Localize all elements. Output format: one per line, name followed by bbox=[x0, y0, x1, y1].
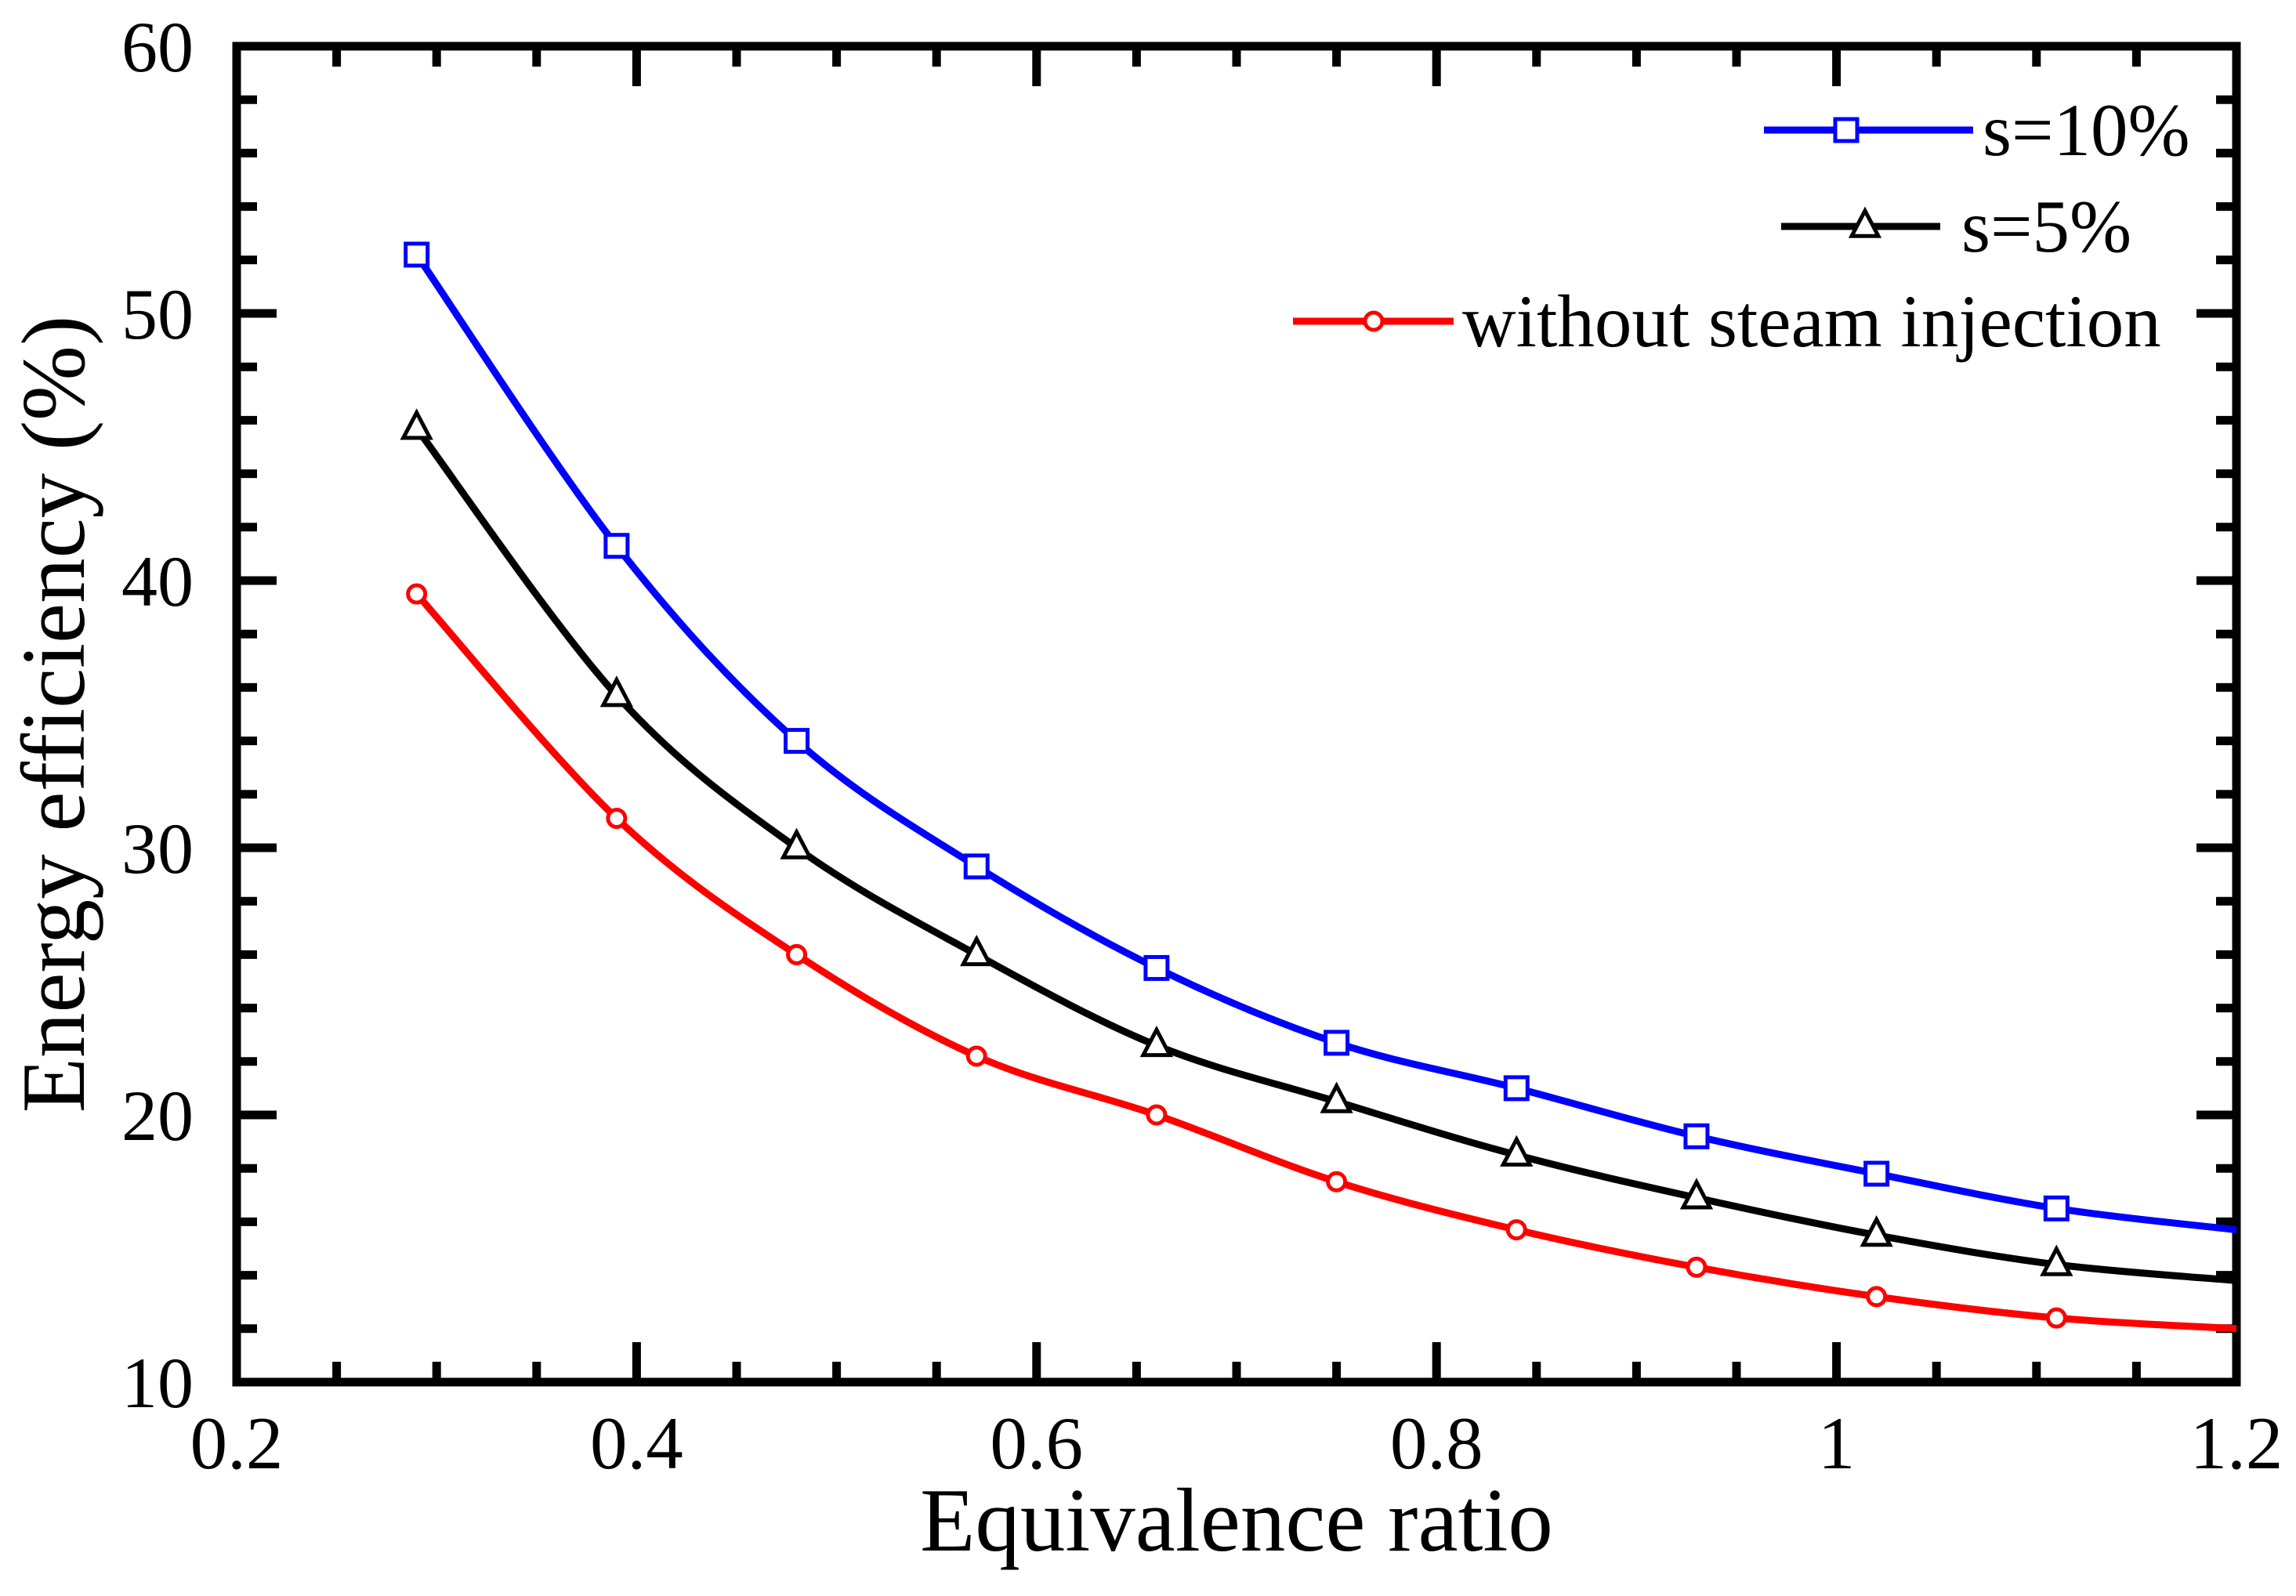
svg-text:0.4: 0.4 bbox=[590, 1402, 683, 1485]
svg-text:30: 30 bbox=[121, 809, 194, 888]
svg-text:s=10%: s=10% bbox=[1983, 89, 2190, 172]
svg-text:1.2: 1.2 bbox=[2190, 1402, 2283, 1485]
svg-text:1: 1 bbox=[1818, 1402, 1856, 1485]
svg-text:s=5%: s=5% bbox=[1961, 185, 2131, 268]
svg-text:10: 10 bbox=[121, 1343, 194, 1423]
svg-text:0.2: 0.2 bbox=[190, 1402, 284, 1485]
svg-text:without steam injection: without steam injection bbox=[1462, 280, 2161, 363]
svg-text:60: 60 bbox=[121, 7, 194, 87]
svg-text:50: 50 bbox=[121, 274, 194, 354]
svg-text:Equivalence ratio: Equivalence ratio bbox=[920, 1471, 1553, 1570]
svg-text:20: 20 bbox=[121, 1076, 194, 1156]
svg-text:40: 40 bbox=[121, 541, 194, 621]
svg-text:Energy efficiency (%): Energy efficiency (%) bbox=[4, 316, 103, 1113]
